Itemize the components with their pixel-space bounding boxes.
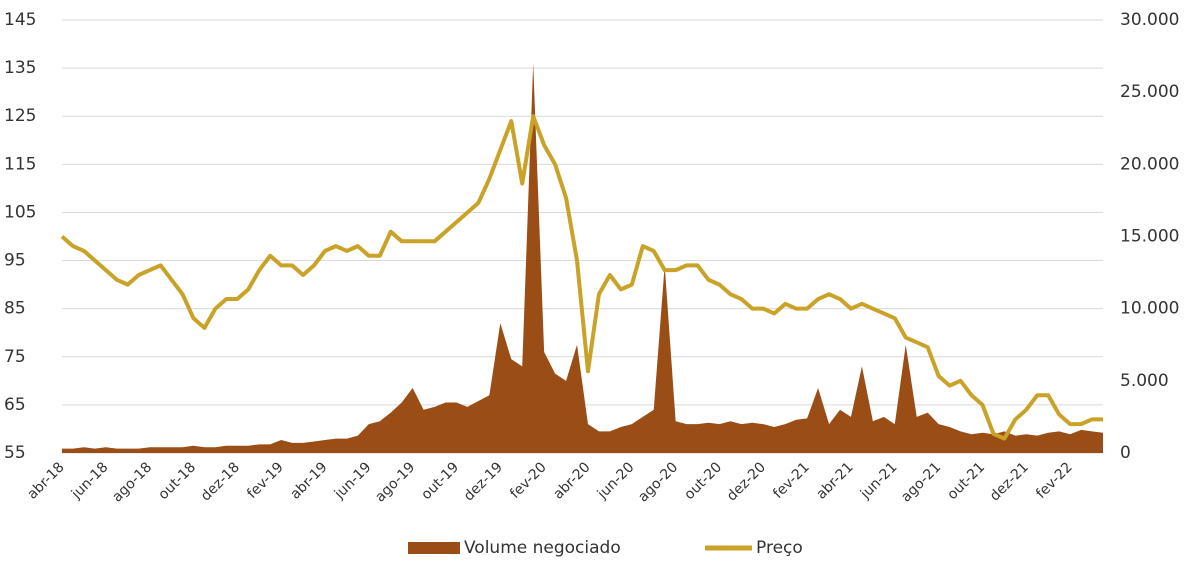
y2-tick-label: 15.000 — [1120, 227, 1179, 247]
x-tick-label: abr-18 — [24, 459, 67, 502]
y-tick-label: 95 — [4, 251, 26, 271]
x-tick-label: fev-21 — [770, 459, 813, 502]
x-tick-label: out-21 — [944, 459, 988, 503]
x-tick-label: out-19 — [418, 459, 462, 503]
x-tick-label: abr-19 — [287, 459, 330, 502]
y2-tick-label: 5.000 — [1120, 371, 1169, 391]
y-tick-label: 115 — [4, 154, 36, 174]
x-tick-label: ago-19 — [372, 459, 418, 505]
price-line — [60, 114, 1103, 441]
x-tick-label: ago-20 — [635, 459, 681, 505]
x-tick-label: abr-21 — [813, 459, 856, 502]
x-tick-label: fev-19 — [244, 459, 287, 502]
legend-label: Preço — [756, 538, 803, 558]
y-tick-label: 135 — [4, 58, 36, 78]
y-tick-label: 105 — [4, 202, 36, 222]
x-tick-label: fev-22 — [1033, 459, 1076, 502]
y2-tick-label: 30.000 — [1120, 10, 1179, 30]
x-tick-label: jun-21 — [857, 459, 900, 502]
x-tick-label: dez-18 — [198, 459, 243, 504]
x-tick-label: jun-20 — [594, 459, 637, 502]
y-tick-label: 65 — [4, 395, 26, 415]
x-tick-label: dez-20 — [724, 459, 769, 504]
y2-tick-label: 20.000 — [1120, 154, 1179, 174]
y-tick-label: 55 — [4, 443, 26, 463]
x-tick-label: ago-21 — [898, 459, 944, 505]
volume-area — [62, 63, 1103, 454]
y-tick-label: 75 — [4, 347, 26, 367]
x-tick-label: jun-18 — [68, 459, 111, 502]
x-tick-label: dez-19 — [461, 459, 506, 504]
legend-label: Volume negociado — [464, 538, 621, 558]
y2-tick-label: 25.000 — [1120, 82, 1179, 102]
y2-tick-label: 10.000 — [1120, 299, 1179, 319]
y-tick-label: 85 — [4, 299, 26, 319]
y-tick-label: 125 — [4, 106, 36, 126]
x-tick-label: out-18 — [155, 459, 199, 503]
y-tick-label: 145 — [4, 10, 36, 30]
x-tick-label: abr-20 — [550, 459, 593, 502]
x-tick-label: jun-19 — [331, 459, 374, 502]
x-tick-label: dez-21 — [987, 459, 1032, 504]
x-tick-label: out-20 — [681, 459, 725, 503]
x-tick-label: fev-20 — [507, 459, 550, 502]
legend-swatch — [408, 542, 460, 554]
x-tick-label: ago-18 — [109, 459, 155, 505]
y2-tick-label: 0 — [1120, 443, 1131, 463]
